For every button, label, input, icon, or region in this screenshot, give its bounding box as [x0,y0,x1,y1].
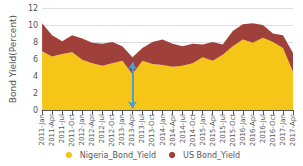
svg-text:2012-Apr: 2012-Apr [88,114,96,146]
svg-text:2015-Jan: 2015-Jan [199,114,207,146]
svg-text:8: 8 [33,38,38,47]
svg-text:2012-Jul: 2012-Jul [98,114,106,143]
svg-text:2011-Jul: 2011-Jul [58,114,66,143]
svg-text:10: 10 [28,21,38,30]
svg-text:2017-Apr: 2017-Apr [289,114,297,146]
svg-text:2016-Jan: 2016-Jan [239,114,247,146]
svg-text:US Bond_Yield: US Bond_Yield [183,151,240,160]
svg-text:2016-Jul: 2016-Jul [259,114,267,143]
svg-text:12: 12 [28,4,38,13]
svg-text:Bond Yield(Percent): Bond Yield(Percent) [8,15,18,103]
svg-text:2014-Oct: 2014-Oct [189,114,197,147]
svg-text:2: 2 [33,89,38,98]
svg-text:2013-Apr: 2013-Apr [128,114,136,146]
svg-text:2016-Apr: 2016-Apr [249,114,257,146]
svg-text:2017-Jan: 2017-Jan [279,114,287,146]
svg-text:2011-Apr: 2011-Apr [48,114,56,146]
svg-text:2011-Jan: 2011-Jan [38,114,46,146]
svg-text:2014-Jul: 2014-Jul [179,114,187,143]
svg-text:2016-Oct: 2016-Oct [269,114,277,147]
svg-text:6: 6 [33,55,38,64]
svg-text:2015-Oct: 2015-Oct [229,114,237,147]
svg-text:2013-Jul: 2013-Jul [138,114,146,143]
svg-text:2013-Jan: 2013-Jan [118,114,126,146]
svg-text:0: 0 [33,106,38,115]
svg-text:2011-Oct: 2011-Oct [68,114,76,147]
svg-text:2014-Apr: 2014-Apr [169,114,177,146]
svg-text:2015-Apr: 2015-Apr [209,114,217,146]
svg-text:4: 4 [33,72,38,81]
svg-text:2012-Jan: 2012-Jan [78,114,86,146]
svg-text:2015-Jul: 2015-Jul [219,114,227,143]
svg-text:2014-Jan: 2014-Jan [159,114,167,146]
svg-text:2013-Oct: 2013-Oct [148,114,156,147]
svg-text:Nigeria_Bond_Yield: Nigeria_Bond_Yield [80,151,156,160]
svg-text:2012-Oct: 2012-Oct [108,114,116,147]
